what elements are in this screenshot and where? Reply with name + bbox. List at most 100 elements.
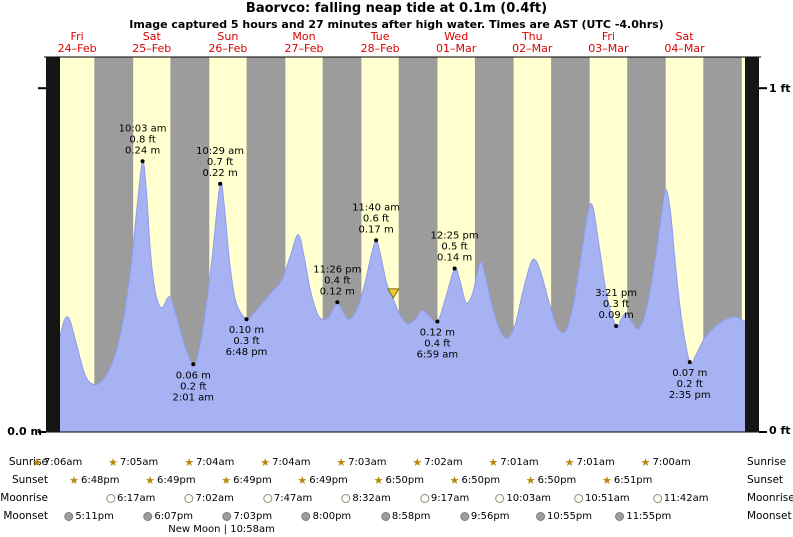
- sunrise-star-icon: ★: [488, 456, 499, 469]
- moonrise-entry: 11:42am: [652, 492, 709, 505]
- moonrise-time: 7:02am: [195, 493, 234, 504]
- moonrise-icon: [495, 494, 505, 503]
- moonset-time: 8:58pm: [391, 511, 431, 522]
- sunrise-entry: ★ 7:04am: [184, 456, 234, 469]
- sunset-time: 6:48pm: [80, 475, 120, 486]
- astro-row-label-moonset-right: Moonset: [747, 510, 792, 522]
- day-label: Wed 01–Mar: [436, 30, 477, 55]
- sunset-entry: ★ 6:50pm: [450, 474, 500, 487]
- tide-annotation-line: 0.3 ft: [603, 299, 629, 310]
- moonrise-icon: [652, 494, 662, 503]
- sunset-star-icon: ★: [69, 474, 79, 487]
- tide-annotation-line: 0.12 m: [320, 286, 355, 297]
- astro-row-label-moonset-left: Moonset: [3, 510, 48, 522]
- tide-extreme-dot: [374, 238, 379, 243]
- tide-extreme-dot: [191, 362, 196, 367]
- moonset-icon: [459, 512, 469, 521]
- sunrise-time: 7:01am: [500, 457, 539, 468]
- tide-extreme-dot: [687, 360, 692, 365]
- tide-annotation-line: 0.17 m: [359, 224, 394, 235]
- sunrise-time: 7:01am: [576, 457, 615, 468]
- moonrise-entry: 7:47am: [262, 492, 313, 505]
- day-label: Mon 27–Feb: [284, 30, 324, 55]
- tide-annotation-line: 12:25 pm: [431, 231, 479, 242]
- moonrise-entry: 10:03am: [495, 492, 551, 505]
- moonset-time: 6:07pm: [154, 511, 193, 522]
- tide-annotation-line: 2:01 am: [173, 392, 215, 403]
- y-axis-label-meters: 0.0 m: [7, 425, 42, 438]
- moonset-time: 8:00pm: [312, 511, 352, 522]
- sunrise-star-icon: ★: [108, 456, 118, 469]
- sunrise-star-icon: ★: [31, 456, 42, 469]
- sunset-time: 6:50pm: [385, 475, 425, 486]
- tide-annotation-line: 0.7 ft: [207, 157, 233, 168]
- day-label: Thu 02–Mar: [512, 30, 553, 55]
- sunrise-entry: ★ 7:03am: [336, 456, 386, 469]
- moonset-icon: [301, 512, 311, 521]
- day-label: Fri 03–Mar: [588, 30, 629, 55]
- tide-annotation-line: 10:29 am: [196, 146, 244, 157]
- moonset-time: 9:56pm: [470, 511, 510, 522]
- moonset-icon: [64, 512, 74, 521]
- tide-annotation-line: 0.8 ft: [129, 134, 155, 145]
- sunset-star-icon: ★: [449, 474, 460, 487]
- tide-annotation-line: 6:48 pm: [226, 347, 268, 358]
- tide-annotation-line: 0.07 m: [672, 368, 707, 379]
- moonset-time: 7:03pm: [233, 511, 273, 522]
- moonset-time: 10:55pm: [547, 511, 592, 522]
- sunrise-entry: ★ 7:02am: [412, 456, 462, 469]
- sunset-time: 6:49pm: [309, 475, 348, 486]
- astro-row-label-sunrise-right: Sunrise: [747, 456, 787, 468]
- y-axis-label-1ft: 1 ft: [769, 82, 791, 95]
- new-moon-label: New Moon | 10:58am: [168, 524, 275, 535]
- astro-row-label-moonrise-right: Moonrise: [747, 492, 793, 504]
- sunrise-star-icon: ★: [564, 456, 575, 469]
- moonset-icon: [615, 512, 625, 521]
- moonrise-entry: 6:17am: [106, 492, 155, 505]
- moonset-icon: [536, 512, 546, 521]
- tide-annotation-line: 0.4 ft: [424, 339, 450, 350]
- sunset-entry: ★ 6:50pm: [526, 474, 576, 487]
- moonrise-icon: [106, 494, 116, 503]
- current-time-marker: [386, 288, 400, 299]
- chart-subtitle: Image captured 5 hours and 27 minutes af…: [129, 18, 664, 31]
- moonrise-icon: [184, 494, 194, 503]
- moonrise-icon: [573, 494, 583, 503]
- sunset-time: 6:49pm: [233, 475, 272, 486]
- moonrise-time: 10:51am: [584, 493, 630, 504]
- moonset-entry: 5:11pm: [64, 510, 114, 523]
- tide-annotation-line: 0.09 m: [599, 310, 634, 321]
- day-label: Sat 04–Mar: [664, 30, 705, 55]
- sunrise-time: 7:05am: [119, 457, 159, 468]
- tide-extreme-dot: [452, 266, 457, 271]
- tide-extreme-dot: [140, 159, 145, 164]
- sunset-star-icon: ★: [145, 474, 156, 487]
- y-axis-label-0ft: 0 ft: [769, 424, 791, 437]
- sunset-entry: ★ 6:51pm: [602, 474, 652, 487]
- tide-extreme-dot: [435, 319, 440, 324]
- moonset-time: 11:55pm: [626, 511, 672, 522]
- moonrise-time: 8:32am: [352, 493, 391, 504]
- day-label: Fri 24–Feb: [57, 30, 97, 55]
- moonrise-time: 7:47am: [273, 493, 313, 504]
- moonset-entry: 8:00pm: [301, 510, 352, 523]
- tide-annotation-line: 0.24 m: [125, 145, 160, 156]
- tide-annotation-line: 0.5 ft: [441, 242, 467, 253]
- moonset-entry: 10:55pm: [536, 510, 592, 523]
- moonrise-time: 11:42am: [663, 493, 709, 504]
- tide-annotation-line: 0.22 m: [203, 168, 238, 179]
- sunset-time: 6:51pm: [613, 475, 653, 486]
- sunset-star-icon: ★: [525, 474, 536, 487]
- sunset-star-icon: ★: [373, 474, 384, 487]
- tide-annotation-line: 11:26 pm: [313, 264, 361, 275]
- sunrise-entry: ★ 7:01am: [488, 456, 538, 469]
- moonset-icon: [380, 512, 390, 521]
- sunset-star-icon: ★: [601, 474, 612, 487]
- moonrise-icon: [419, 494, 429, 503]
- astro-row-label-sunset-left: Sunset: [11, 474, 48, 486]
- tide-annotation-line: 0.12 m: [420, 328, 455, 339]
- sunrise-entry: ★ 7:05am: [108, 456, 158, 469]
- sunset-entry: ★ 6:49pm: [145, 474, 195, 487]
- moonrise-time: 9:17am: [430, 493, 470, 504]
